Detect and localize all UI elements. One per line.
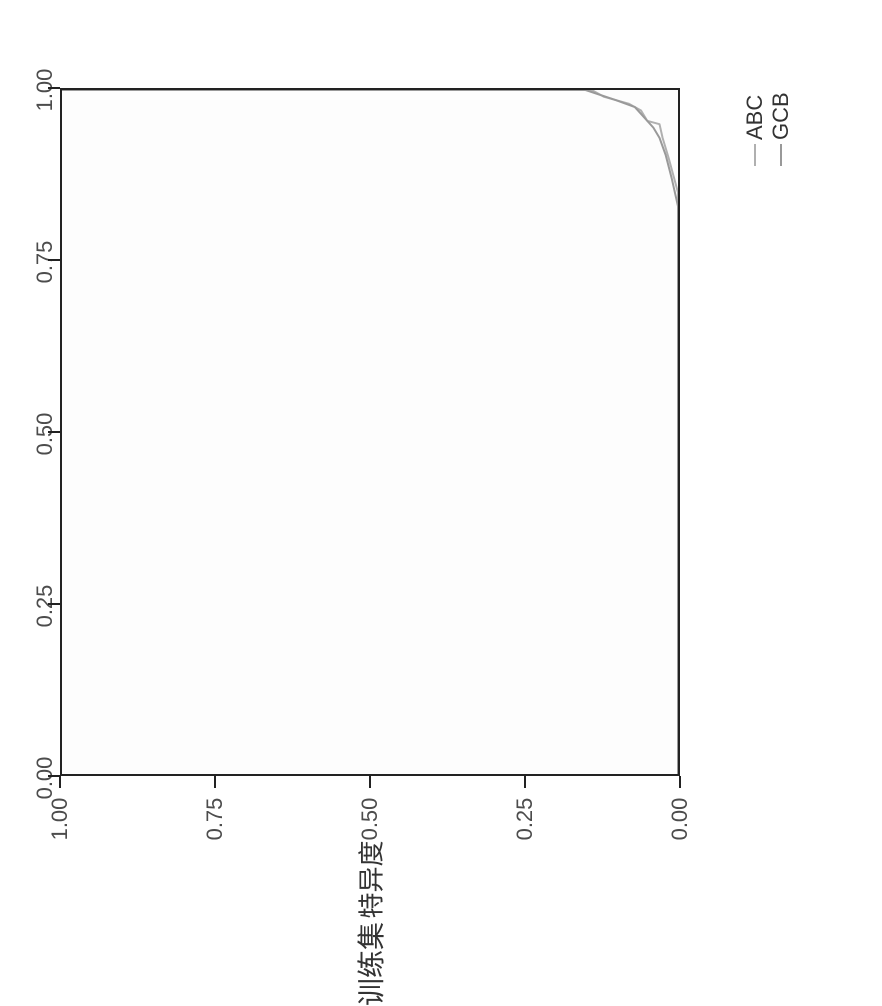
- legend-item-abc: ABC: [742, 76, 768, 166]
- x-axis-label: 特异度: [352, 840, 389, 920]
- y-tick-mark: [48, 87, 60, 89]
- x-tick-mark: [524, 776, 526, 788]
- x-tick-label: 1.00: [47, 794, 73, 844]
- legend-swatch: [754, 144, 756, 166]
- x-tick-mark: [59, 776, 61, 788]
- y-tick-label: 1.00: [32, 65, 58, 115]
- x-tick-label: 0.25: [512, 794, 538, 844]
- x-tick-label: 0.00: [667, 794, 693, 844]
- legend-label: ABC: [742, 95, 768, 140]
- chart-caption: 训练集: [350, 926, 390, 1006]
- y-tick-mark: [48, 431, 60, 433]
- x-tick-mark: [214, 776, 216, 788]
- y-tick-label: 0.50: [32, 409, 58, 459]
- x-tick-mark: [369, 776, 371, 788]
- chart-stage: 1.000.750.500.250.00 1.000.750.500.250.0…: [0, 0, 882, 1000]
- roc-series-gcb: [62, 90, 678, 774]
- x-tick-label: 0.50: [357, 794, 383, 844]
- roc-lines-svg: [62, 90, 678, 774]
- y-tick-mark: [48, 603, 60, 605]
- x-tick-label: 0.75: [202, 794, 228, 844]
- legend-swatch: [780, 144, 782, 166]
- roc-plot-area: [60, 88, 680, 776]
- y-tick-label: 0.25: [32, 581, 58, 631]
- legend-label: GCB: [768, 92, 794, 140]
- y-tick-mark: [48, 259, 60, 261]
- legend-item-gcb: GCB: [768, 76, 794, 166]
- x-tick-mark: [679, 776, 681, 788]
- roc-series-abc: [62, 90, 678, 774]
- y-tick-label: 0.75: [32, 237, 58, 287]
